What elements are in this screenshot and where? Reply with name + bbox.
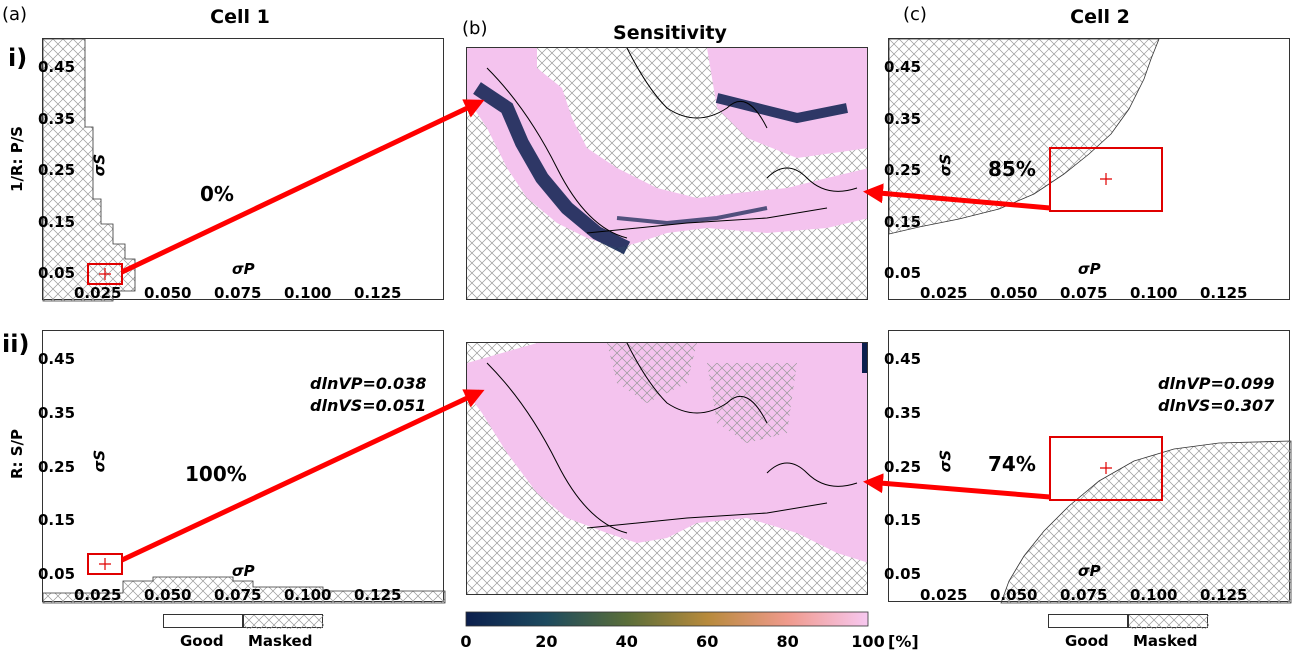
legend-masked-swatch-right [1128,614,1209,629]
xtick-a-ii-4: 0.125 [354,586,402,604]
xtick-c-i-3: 0.100 [1130,284,1178,302]
xtick-a-i-1: 0.050 [144,284,192,302]
row-label-ii: ii) [2,330,30,358]
ytick-a-ii-0: 0.45 [38,350,76,368]
panel-letter-c: (c) [903,4,927,25]
ylabel-a-i: σS [90,153,109,177]
xtick-c-i-2: 0.075 [1060,284,1108,302]
ytick-c-ii-0: 0.45 [884,350,922,368]
panel-letter-b: (b) [462,18,488,39]
colorbar [465,611,869,627]
panel-a-ii-mask [42,576,446,604]
xtick-c-i-0: 0.025 [920,284,968,302]
xtick-a-i-3: 0.100 [284,284,332,302]
title-cell-2: Cell 2 [1070,6,1130,28]
map-top-svg [467,48,867,299]
ytick-a-i-4: 0.05 [38,264,76,283]
xlabel-c-ii: σP [1078,562,1101,580]
pct-left-bottom: 100% [185,462,247,486]
colorbar-tick-3: 60 [696,632,719,651]
pct-right-bottom: 74% [988,452,1036,476]
colorbar-tick-2: 40 [615,632,638,651]
ytick-c-ii-1: 0.35 [884,403,922,422]
annot-left-line2: dlnVS=0.051 [310,396,427,415]
legend-good-swatch [163,614,243,628]
ytick-c-i-4: 0.05 [884,264,922,283]
ytick-c-i-3: 0.15 [884,212,922,231]
xlabel-a-ii: σP [232,562,255,580]
xtick-a-ii-3: 0.100 [284,586,332,604]
legend-good-swatch-right [1048,614,1128,628]
xlabel-a-i: σP [232,260,255,278]
xtick-a-i-0: 0.025 [74,284,122,302]
xtick-c-ii-2: 0.075 [1060,586,1108,604]
ytick-c-i-1: 0.35 [884,109,922,128]
row-label-i: i) [8,44,28,72]
ytick-c-i-2: 0.25 [884,161,922,180]
row-side-label-ii: R: S/P [8,428,26,480]
ytick-c-ii-2: 0.25 [884,457,922,476]
legend-masked-swatch [243,614,324,629]
ytick-a-i-3: 0.15 [38,212,76,231]
legend-masked-label: Masked [248,632,313,650]
ytick-a-ii-1: 0.35 [38,403,76,422]
xtick-c-i-1: 0.050 [990,284,1038,302]
ytick-a-ii-4: 0.05 [38,565,76,584]
xtick-a-ii-2: 0.075 [214,586,262,604]
pct-right-top: 85% [988,157,1036,181]
xtick-a-i-4: 0.125 [354,284,402,302]
xtick-c-ii-4: 0.125 [1200,586,1248,604]
xtick-c-ii-1: 0.050 [990,586,1038,604]
title-sensitivity: Sensitivity [613,22,727,44]
annot-left-line1: dlnVP=0.038 [310,374,427,393]
annot-right-line1: dlnVP=0.099 [1158,374,1275,393]
ytick-a-ii-2: 0.25 [38,457,76,476]
colorbar-tick-0: 0 [460,632,472,651]
xtick-a-i-2: 0.075 [214,284,262,302]
colorbar-unit: [%] [888,632,919,651]
pct-left-top: 0% [200,182,234,206]
annot-right-line2: dlnVS=0.307 [1158,396,1275,415]
legend-good-label-right: Good [1065,632,1109,650]
colorbar-tick-1: 20 [535,632,558,651]
panel-a-i-mask [42,38,136,302]
xtick-a-ii-1: 0.050 [144,586,192,604]
legend-masked-label-right: Masked [1133,632,1198,650]
ytick-a-ii-3: 0.15 [38,511,76,530]
map-bottom-svg [467,343,867,594]
ytick-c-ii-4: 0.05 [884,565,922,584]
legend-good-label: Good [180,632,224,650]
xtick-c-ii-0: 0.025 [920,586,968,604]
title-cell-1: Cell 1 [210,6,270,28]
ylabel-c-i: σS [936,153,955,177]
colorbar-tick-4: 80 [776,632,799,651]
xlabel-c-i: σP [1078,260,1101,278]
ytick-a-i-1: 0.35 [38,109,76,128]
ytick-c-ii-3: 0.15 [884,511,922,530]
ytick-a-i-2: 0.25 [38,161,76,180]
ylabel-c-ii: σS [936,450,955,473]
ylabel-a-ii: σS [90,450,109,473]
colorbar-tick-5: 100 [851,632,885,651]
map-panel-bottom [466,342,868,595]
map-panel-top [466,47,868,300]
xtick-c-i-4: 0.125 [1200,284,1248,302]
panel-letter-a: (a) [2,4,28,25]
ytick-c-i-0: 0.45 [884,58,922,76]
ytick-a-i-0: 0.45 [38,58,76,76]
row-side-label-i: 1/R: P/S [8,126,26,192]
xtick-c-ii-3: 0.100 [1130,586,1178,604]
xtick-a-ii-0: 0.025 [74,586,122,604]
